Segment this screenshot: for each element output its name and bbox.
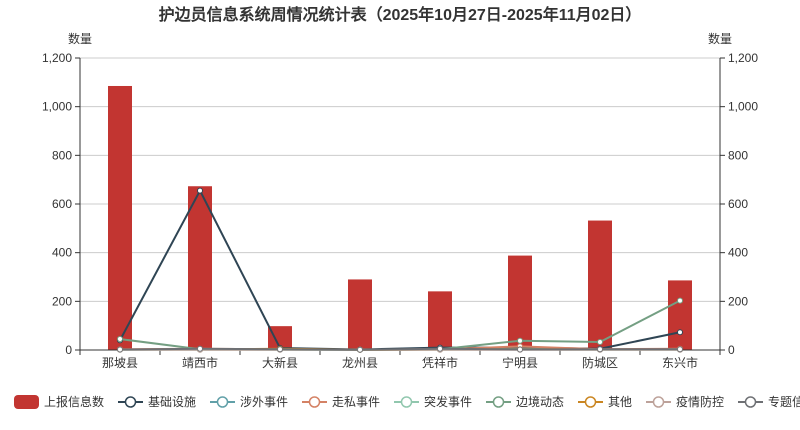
y-tick-label-left: 400 bbox=[52, 246, 72, 260]
y-tick-label-left: 200 bbox=[52, 294, 72, 308]
legend-label: 上报信息数 bbox=[44, 394, 104, 409]
y-tick-label-right: 1,200 bbox=[728, 51, 758, 65]
x-tick-label: 龙州县 bbox=[342, 356, 378, 370]
data-point bbox=[597, 346, 603, 353]
legend-item: 走私事件 bbox=[302, 395, 380, 409]
x-tick-label: 大新县 bbox=[262, 355, 298, 370]
legend-swatch-marker bbox=[584, 396, 597, 408]
legend-item: 其他 bbox=[578, 395, 632, 409]
legend-label: 边境动态 bbox=[516, 394, 564, 409]
x-tick-label: 宁明县 bbox=[502, 355, 538, 370]
data-point bbox=[437, 345, 443, 352]
y-tick-label-left: 1,000 bbox=[42, 100, 72, 114]
data-point bbox=[357, 346, 363, 353]
data-point bbox=[517, 337, 523, 344]
legend-swatch-marker bbox=[216, 396, 229, 408]
legend: 上报信息数 基础设施 涉外事件 走私事件 突发事件 边境动态 其他 疫情防控 专题信息 bbox=[14, 394, 800, 409]
bar bbox=[588, 220, 612, 350]
x-tick-label: 凭祥市 bbox=[422, 355, 458, 370]
legend-swatch-marker bbox=[492, 396, 505, 408]
axes: 0 0 200 200 400 400 600 600 800 800 1,000 1,000 1,20… bbox=[42, 51, 758, 370]
legend-item: 专题信息 bbox=[738, 394, 800, 409]
data-point bbox=[277, 346, 283, 353]
data-point bbox=[677, 329, 683, 336]
legend-swatch-marker bbox=[308, 396, 321, 408]
legend-item: 疫情防控 bbox=[646, 394, 724, 409]
data-point bbox=[597, 338, 603, 345]
legend-label: 走私事件 bbox=[332, 395, 380, 409]
x-tick-label: 那坡县 bbox=[102, 356, 138, 370]
legend-label: 专题信息 bbox=[768, 394, 800, 409]
y-tick-label-right: 1,000 bbox=[728, 100, 758, 114]
line-series bbox=[117, 187, 683, 353]
x-tick-label: 防城区 bbox=[582, 355, 618, 370]
y-axis-right-label: 数量 bbox=[708, 31, 732, 46]
y-tick-label-right: 600 bbox=[728, 197, 748, 211]
y-tick-label-left: 600 bbox=[52, 197, 72, 211]
legend-label: 其他 bbox=[608, 395, 632, 409]
legend-item: 边境动态 bbox=[486, 394, 564, 409]
y-tick-label-left: 0 bbox=[65, 343, 72, 357]
legend-item: 涉外事件 bbox=[210, 395, 288, 409]
y-axis-left-label: 数量 bbox=[68, 31, 92, 46]
data-point bbox=[117, 336, 123, 343]
y-tick-label-right: 0 bbox=[728, 343, 735, 357]
bar bbox=[348, 279, 372, 350]
data-point bbox=[197, 187, 203, 194]
y-tick-label-left: 800 bbox=[52, 148, 72, 162]
legend-swatch-marker bbox=[652, 396, 665, 408]
bar bbox=[668, 280, 692, 350]
x-tick-label: 靖西市 bbox=[182, 355, 218, 370]
legend-item: 基础设施 bbox=[118, 395, 196, 409]
legend-label: 疫情防控 bbox=[676, 394, 724, 409]
data-point bbox=[677, 297, 683, 304]
data-point bbox=[677, 346, 683, 353]
legend-swatch bbox=[14, 395, 39, 409]
y-tick-label-right: 200 bbox=[728, 294, 748, 308]
legend-label: 涉外事件 bbox=[240, 395, 288, 409]
data-point bbox=[197, 345, 203, 352]
legend-swatch-marker bbox=[400, 396, 413, 408]
legend-swatch-marker bbox=[744, 396, 757, 408]
bar bbox=[268, 326, 292, 350]
legend-swatch-marker bbox=[124, 396, 137, 408]
data-point bbox=[117, 346, 123, 353]
bar bbox=[428, 291, 452, 350]
chart-title: 护边员信息系统周情况统计表（2025年10月27日-2025年11月02日） bbox=[159, 5, 642, 24]
bar bbox=[108, 85, 132, 350]
bar bbox=[188, 186, 212, 350]
legend-label: 突发事件 bbox=[424, 394, 472, 409]
y-tick-label-right: 400 bbox=[728, 246, 748, 260]
bar-series bbox=[108, 85, 692, 350]
data-point bbox=[517, 346, 523, 353]
bar bbox=[508, 255, 532, 350]
series-line bbox=[119, 347, 680, 351]
legend-label: 基础设施 bbox=[148, 395, 196, 409]
legend-item: 突发事件 bbox=[394, 394, 472, 409]
legend-item: 上报信息数 bbox=[14, 394, 104, 409]
grid-lines bbox=[80, 57, 720, 302]
y-tick-label-left: 1,200 bbox=[42, 51, 72, 65]
x-tick-label: 东兴市 bbox=[662, 355, 698, 370]
y-tick-label-right: 800 bbox=[728, 148, 748, 162]
